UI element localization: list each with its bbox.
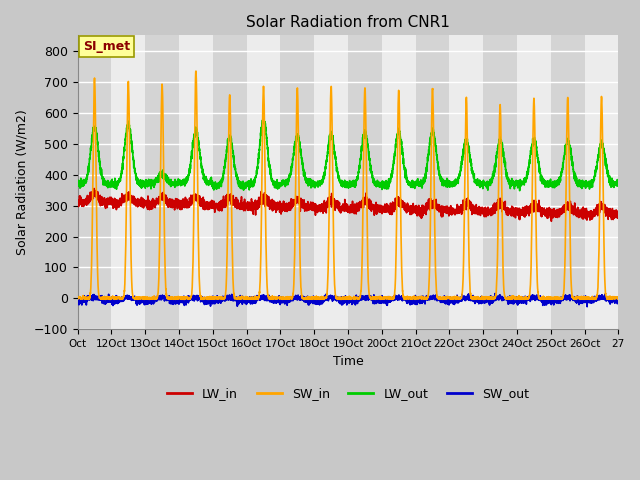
LW_out: [186, 170, 193, 176]
Bar: [382, 36, 415, 329]
LW_in: [614, 211, 622, 216]
SW_out: [497, 293, 504, 299]
Bar: [280, 36, 314, 329]
LW_out: [523, 168, 531, 174]
SW_out: [368, 294, 376, 300]
SW_out: [397, 296, 404, 302]
SW_out: [583, 304, 591, 310]
LW_out: [74, 180, 81, 185]
SW_out: [537, 297, 545, 302]
SW_in: [497, 105, 504, 111]
Bar: [551, 36, 584, 329]
Bar: [584, 36, 618, 329]
LW_out: [537, 172, 545, 178]
LW_in: [523, 209, 531, 215]
LW_out: [614, 182, 622, 188]
Line: SW_in: SW_in: [77, 71, 618, 300]
LW_out: [368, 175, 376, 180]
SW_in: [192, 68, 200, 74]
Bar: [179, 36, 213, 329]
LW_in: [397, 201, 405, 206]
Bar: [449, 36, 483, 329]
LW_in: [74, 197, 81, 203]
SW_in: [614, 295, 622, 300]
SW_in: [537, 296, 545, 301]
LW_out: [516, 188, 524, 193]
Bar: [415, 36, 449, 329]
Bar: [246, 36, 280, 329]
LW_in: [186, 199, 194, 205]
SW_in: [86, 297, 93, 302]
SW_in: [186, 295, 194, 301]
SW_in: [523, 296, 531, 302]
Line: LW_out: LW_out: [77, 117, 618, 191]
Bar: [213, 36, 246, 329]
LW_out: [260, 114, 268, 120]
Title: Solar Radiation from CNR1: Solar Radiation from CNR1: [246, 15, 450, 30]
LW_in: [537, 213, 545, 219]
Line: SW_out: SW_out: [77, 294, 618, 307]
SW_out: [523, 297, 531, 303]
SW_out: [491, 291, 499, 297]
Bar: [517, 36, 551, 329]
LW_in: [368, 205, 376, 211]
X-axis label: Time: Time: [333, 355, 364, 368]
SW_out: [186, 294, 193, 300]
LW_out: [397, 138, 405, 144]
Legend: LW_in, SW_in, LW_out, SW_out: LW_in, SW_in, LW_out, SW_out: [162, 383, 534, 406]
Line: LW_in: LW_in: [77, 189, 618, 221]
SW_in: [368, 296, 376, 302]
Bar: [314, 36, 348, 329]
Bar: [483, 36, 517, 329]
SW_out: [614, 297, 622, 303]
SW_in: [397, 238, 405, 244]
Bar: [111, 36, 145, 329]
LW_in: [547, 218, 555, 224]
SW_out: [74, 299, 81, 305]
Y-axis label: Solar Radiation (W/m2): Solar Radiation (W/m2): [15, 109, 28, 255]
Bar: [77, 36, 111, 329]
Bar: [145, 36, 179, 329]
SW_in: [74, 295, 81, 300]
LW_out: [497, 137, 504, 143]
Text: SI_met: SI_met: [83, 40, 130, 53]
LW_in: [90, 186, 98, 192]
Bar: [348, 36, 382, 329]
LW_in: [497, 198, 504, 204]
